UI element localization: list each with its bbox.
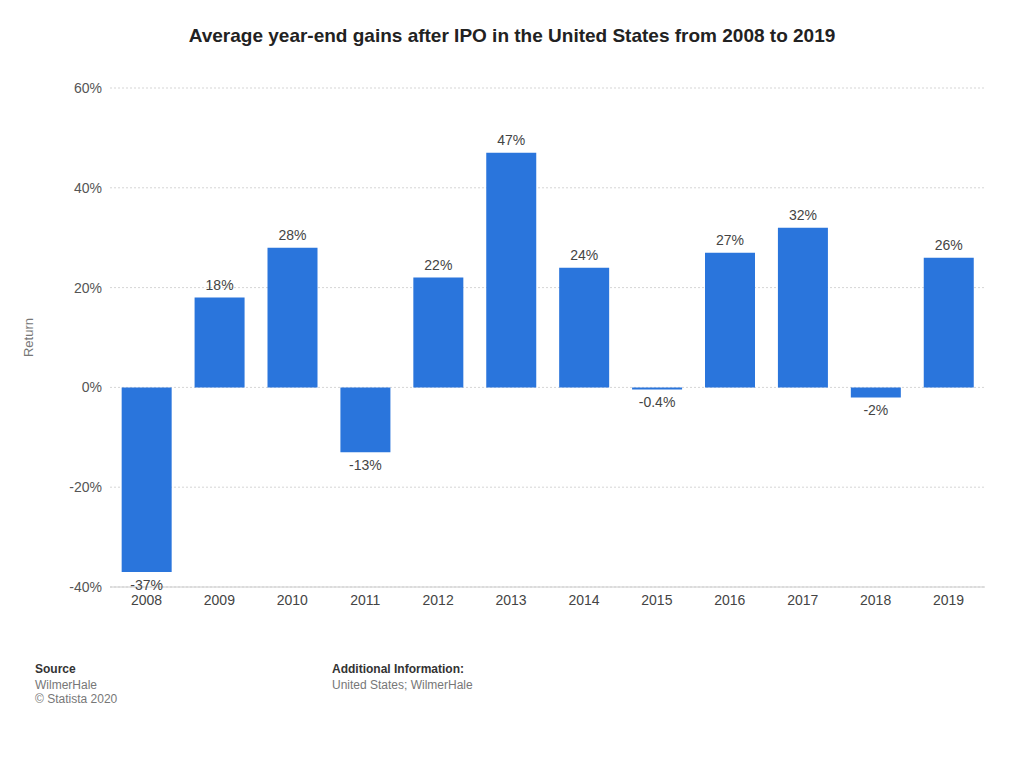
html-text:Additional Information:: Additional Information: (332, 662, 464, 676)
svg-text:26%: 26% (935, 237, 963, 253)
svg-text:Return: Return (21, 318, 36, 357)
svg-text:20%: 20% (74, 280, 102, 296)
svg-text:-37%: -37% (130, 577, 163, 593)
html-text:© Statista 2020: © Statista 2020 (35, 692, 118, 706)
svg-text:2017: 2017 (787, 592, 818, 608)
svg-text:18%: 18% (206, 277, 234, 293)
svg-text:2012: 2012 (423, 592, 454, 608)
svg-text:2013: 2013 (495, 592, 526, 608)
svg-text:-0.4%: -0.4% (639, 394, 676, 410)
html-text:Average year-end gains after I: Average year-end gains after IPO in the … (188, 25, 836, 46)
svg-text:2015: 2015 (641, 592, 672, 608)
svg-text:32%: 32% (789, 207, 817, 223)
svg-text:-20%: -20% (69, 479, 102, 495)
svg-text:60%: 60% (74, 80, 102, 96)
html-text:United States; WilmerHale: United States; WilmerHale (332, 678, 473, 692)
svg-text:2008: 2008 (131, 592, 162, 608)
svg-text:2019: 2019 (933, 592, 964, 608)
svg-text:2011: 2011 (350, 592, 380, 608)
svg-text:-40%: -40% (69, 579, 102, 595)
html-text:Source: Source (35, 662, 76, 676)
svg-text:2018: 2018 (860, 592, 891, 608)
html-text:WilmerHale: WilmerHale (35, 678, 97, 692)
svg-text:22%: 22% (424, 257, 452, 273)
svg-text:0%: 0% (82, 379, 102, 395)
svg-text:2014: 2014 (568, 592, 599, 608)
svg-text:-13%: -13% (349, 457, 382, 473)
svg-text:47%: 47% (497, 132, 525, 148)
svg-text:2016: 2016 (714, 592, 745, 608)
svg-text:2009: 2009 (204, 592, 235, 608)
svg-text:-2%: -2% (863, 402, 888, 418)
svg-text:27%: 27% (716, 232, 744, 248)
svg-text:2010: 2010 (277, 592, 308, 608)
svg-text:24%: 24% (570, 247, 598, 263)
svg-text:28%: 28% (278, 227, 306, 243)
svg-text:40%: 40% (74, 180, 102, 196)
